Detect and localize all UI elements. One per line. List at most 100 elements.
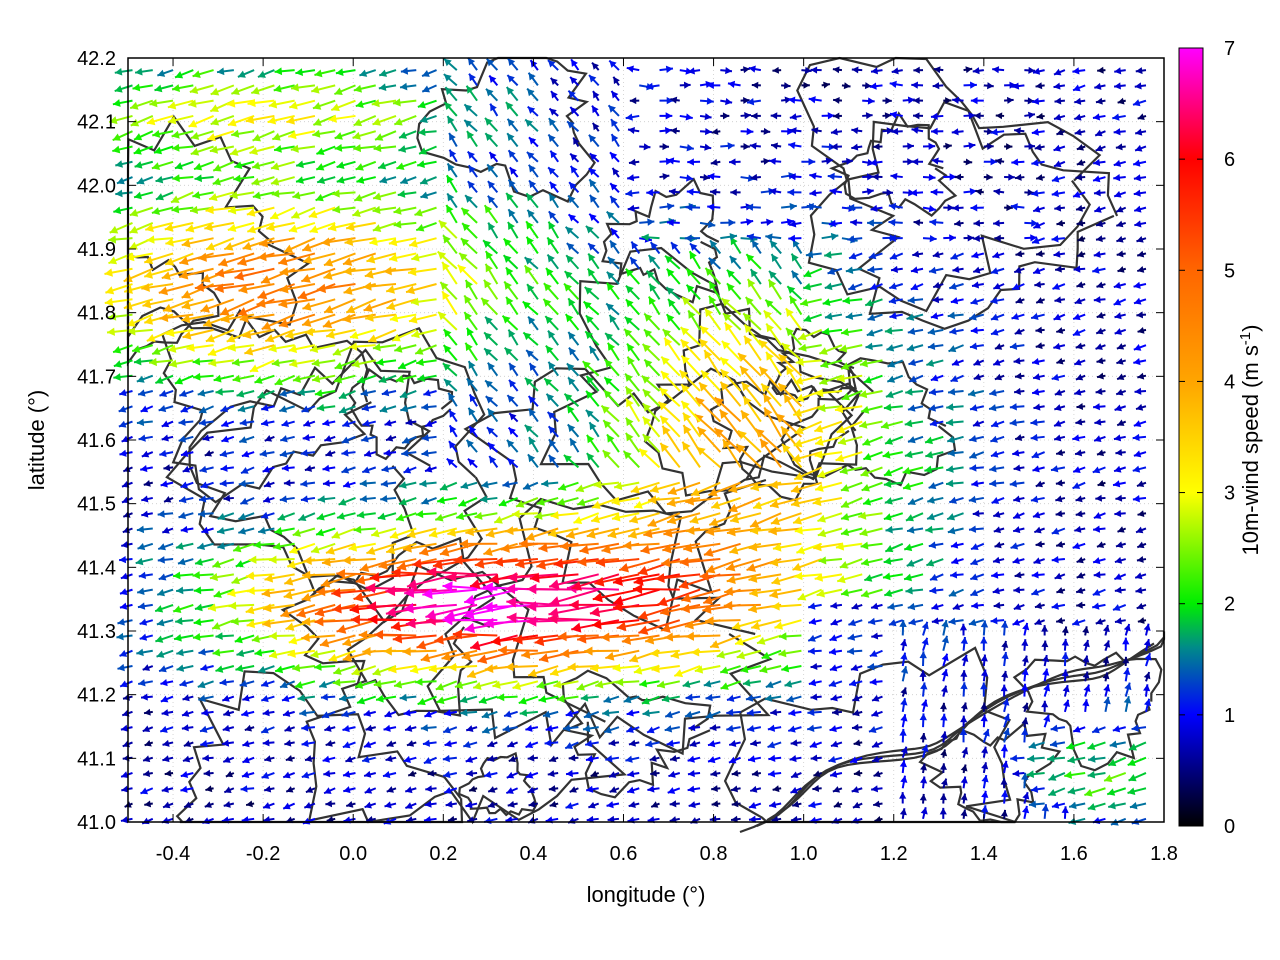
wind-arrow <box>1010 542 1025 550</box>
wind-arrow-head <box>832 786 841 793</box>
wind-arrow <box>1012 618 1025 626</box>
wind-arrow-head <box>664 632 674 642</box>
wind-arrow-head <box>174 633 182 642</box>
wind-arrow <box>1088 755 1106 763</box>
wind-arrow <box>982 728 990 743</box>
wind-arrow-head <box>694 665 704 674</box>
wind-arrow-head <box>162 755 170 763</box>
wind-arrow <box>705 616 741 626</box>
wind-arrow-head <box>506 612 517 623</box>
wind-arrow <box>1000 778 1008 789</box>
wind-arrow <box>465 527 498 537</box>
wind-arrow <box>813 770 822 778</box>
wind-arrow <box>549 588 599 607</box>
wind-arrow-head <box>454 681 464 690</box>
wind-arrow <box>176 586 194 595</box>
wind-arrow <box>1112 725 1126 733</box>
wind-arrow <box>310 542 336 554</box>
wind-arrow <box>176 648 194 657</box>
wind-arrow <box>860 588 883 598</box>
wind-arrow-head <box>950 571 958 579</box>
wind-arrow-head <box>621 635 632 645</box>
wind-arrow-head <box>423 757 432 764</box>
wind-arrow <box>160 695 174 703</box>
wind-arrow <box>569 786 579 793</box>
wind-arrow <box>257 665 275 674</box>
wind-arrow-head <box>703 547 714 557</box>
wind-arrow <box>948 617 964 626</box>
wind-arrow-head <box>286 786 294 793</box>
wind-arrow <box>181 710 194 717</box>
wind-arrow-head <box>1092 726 1100 734</box>
wind-arrow-head <box>525 532 536 541</box>
wind-arrow <box>454 680 478 690</box>
wind-arrow-head <box>872 694 880 702</box>
wind-arrow <box>142 755 154 763</box>
wind-arrow-head <box>202 754 210 762</box>
wind-arrow <box>487 786 498 793</box>
wind-arrow <box>231 617 255 626</box>
wind-arrow-head <box>319 638 330 648</box>
wind-arrow-head <box>1001 670 1009 678</box>
wind-arrow-head <box>851 786 859 793</box>
wind-arrow-head <box>960 715 968 723</box>
wind-arrow-head <box>461 651 471 661</box>
wind-arrow-head <box>867 663 875 671</box>
wind-arrow <box>871 632 883 640</box>
wind-arrow <box>731 800 741 808</box>
wind-arrow-head <box>774 621 784 630</box>
wind-arrow-head <box>1012 769 1020 778</box>
wind-arrow-head <box>466 725 474 732</box>
wind-arrow-head <box>1114 573 1122 580</box>
wind-arrow-head <box>426 566 437 578</box>
wind-arrow-head <box>868 726 877 734</box>
wind-arrow <box>1092 588 1106 596</box>
wind-arrow <box>162 739 174 747</box>
wind-arrow-head <box>244 724 252 732</box>
wind-arrow <box>900 775 908 789</box>
wind-arrow-head <box>378 560 388 570</box>
wind-arrow <box>143 708 153 716</box>
wind-arrow-head <box>288 636 298 645</box>
wind-arrow <box>261 771 275 779</box>
wind-arrow-head <box>373 679 382 688</box>
wind-arrow-head <box>1022 622 1030 631</box>
wind-arrow-head <box>627 770 635 778</box>
wind-arrow-head <box>399 693 407 702</box>
wind-arrow-head <box>580 693 589 702</box>
wind-arrow-head <box>469 785 477 793</box>
wind-arrow-head <box>121 541 129 549</box>
wind-arrow-head <box>1072 618 1080 626</box>
wind-arrow-head <box>392 633 403 644</box>
wind-arrow-head <box>183 740 192 747</box>
wind-arrow <box>417 695 437 706</box>
wind-arrow-head <box>136 648 144 657</box>
wind-arrow-head <box>585 740 593 748</box>
wind-arrow-head <box>445 800 453 808</box>
wind-arrow-head <box>960 793 968 801</box>
wind-arrow <box>873 770 883 778</box>
wind-arrow <box>262 603 295 613</box>
terrain-contour <box>188 348 432 595</box>
wind-arrow-head <box>772 785 780 793</box>
wind-arrow <box>179 679 194 687</box>
wind-arrow-head <box>816 589 825 598</box>
wind-arrow <box>177 558 194 566</box>
wind-arrow <box>1062 684 1070 697</box>
wind-arrow-head <box>751 621 761 631</box>
wind-arrow-head <box>812 785 820 792</box>
wind-arrow <box>639 679 660 688</box>
wind-arrow-head <box>491 635 501 646</box>
wind-arrow-head <box>553 558 564 569</box>
wind-arrow-head <box>386 740 394 747</box>
wind-arrow <box>1129 801 1147 810</box>
wind-arrow <box>627 770 640 778</box>
wind-arrow-head <box>484 770 492 779</box>
wind-arrow-head <box>465 756 474 763</box>
wind-arrow <box>748 542 782 552</box>
wind-arrow <box>305 786 316 794</box>
wind-arrow-head <box>759 665 768 674</box>
wind-arrow <box>1114 573 1127 581</box>
wind-arrow <box>323 770 336 778</box>
wind-arrow <box>759 665 782 674</box>
